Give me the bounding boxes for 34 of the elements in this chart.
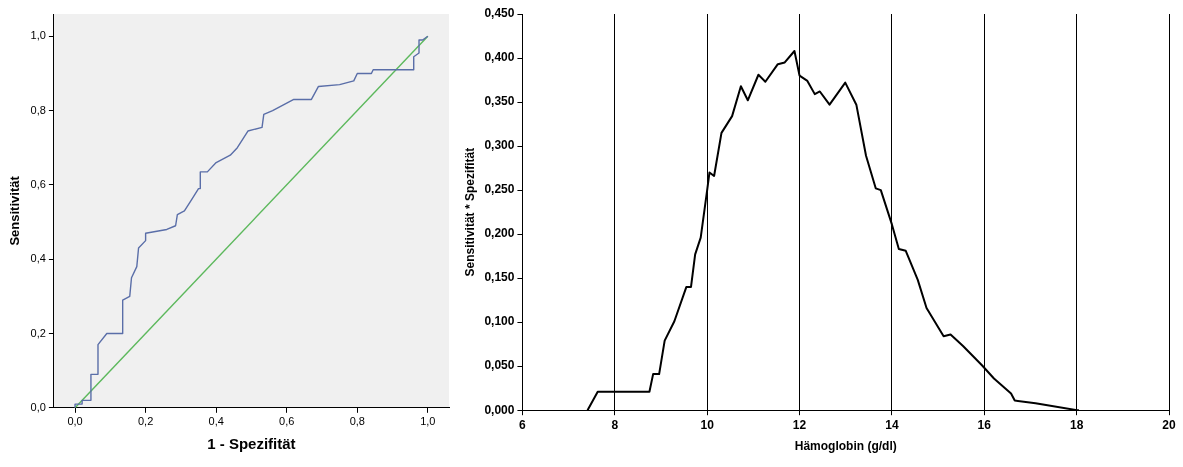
x-tick-label: 16 [977, 417, 992, 432]
y-axis-title: Sensitivität [7, 175, 23, 246]
x-axis-title: 1 - Spezifität [207, 435, 296, 453]
y-tick-label: 0,100 [484, 314, 515, 329]
x-axis-title: Hämoglobin (g/dl) [794, 439, 897, 454]
x-tick-label: 0,2 [137, 415, 154, 428]
y-tick-label: 0,6 [30, 177, 46, 190]
y-tick-label: 0,300 [484, 138, 515, 153]
y-tick-label: 0,350 [484, 94, 515, 109]
y-tick-label: 0,4 [30, 252, 46, 265]
x-tick-label: 6 [519, 417, 527, 432]
y-tick-label: 0,250 [484, 182, 515, 197]
y-tick-label: 0,200 [484, 226, 515, 241]
y-tick-label: 0,400 [484, 50, 515, 65]
y-tick-label: 0,050 [484, 358, 515, 373]
x-tick-label: 0,0 [67, 415, 83, 428]
y-tick-label: 0,000 [484, 402, 515, 417]
x-tick-label: 0,8 [349, 415, 365, 428]
y-tick-label: 0,0 [30, 400, 46, 413]
x-tick-label: 18 [1069, 417, 1084, 432]
x-tick-label: 0,4 [208, 415, 224, 428]
x-tick-label: 0,6 [279, 415, 295, 428]
x-tick-label: 14 [885, 417, 899, 432]
x-tick-label: 12 [792, 417, 807, 432]
y-axis-title: Sensitivität * Spezifität [462, 147, 477, 277]
y-tick-label: 0,2 [30, 326, 46, 339]
x-tick-label: 8 [611, 417, 619, 432]
y-tick-label: 0,8 [30, 103, 46, 116]
x-tick-label: 20 [1162, 417, 1176, 432]
x-tick-label: 10 [700, 417, 715, 432]
y-tick-label: 0,450 [484, 6, 515, 21]
y-tick-label: 1,0 [30, 29, 46, 42]
x-tick-label: 1,0 [420, 415, 436, 428]
y-tick-label: 0,150 [484, 270, 515, 285]
